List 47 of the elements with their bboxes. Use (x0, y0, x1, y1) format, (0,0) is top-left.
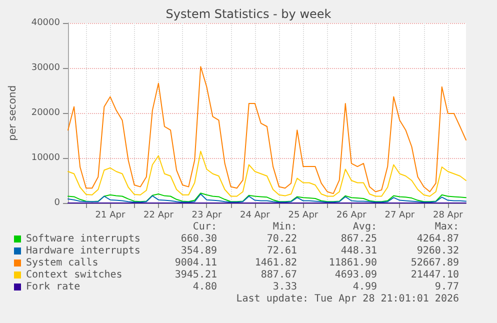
x-tick-label: 24 Apr (240, 210, 270, 220)
text: Last update: Tue Apr 28 21:01:01 2026 (236, 294, 460, 304)
y-tick-label: 0 (54, 198, 60, 208)
text: 52667.89 (410, 258, 460, 268)
y-tick-label: 20000 (31, 108, 60, 118)
text: 70.22 (266, 234, 298, 244)
text: 1461.82 (254, 258, 298, 268)
x-tick-label: 26 Apr (336, 210, 367, 220)
text: 4.99 (352, 282, 378, 292)
text: 448.31 (340, 246, 377, 256)
text: Cur: (192, 222, 217, 232)
y-axis-title: per second (8, 85, 18, 141)
legend-label: Hardware interrupts (26, 246, 140, 256)
x-tick-label: 25 Apr (288, 210, 318, 220)
legend-label: Software interrupts (26, 234, 140, 244)
text: 660.30 (180, 234, 217, 244)
chart-title: System Statistics - by week (166, 7, 332, 21)
text: Min: (272, 222, 297, 232)
x-tick-label: 28 Apr (432, 210, 464, 220)
text: 3.33 (272, 282, 298, 292)
x-tick-label: 27 Apr (384, 210, 415, 220)
text: 4693.09 (334, 270, 378, 280)
text: Max: (434, 222, 459, 232)
line-series (68, 66, 466, 194)
text: Avg: (352, 222, 377, 232)
text: 4264.87 (416, 234, 460, 244)
x-tick-label: 21 Apr (95, 210, 126, 220)
legend-label: System calls (26, 258, 98, 268)
text: 9.77 (434, 282, 460, 292)
x-tick-label: 22 Apr (144, 210, 174, 220)
text: 867.25 (340, 234, 377, 244)
text: 11861.90 (328, 258, 378, 268)
text: 3945.21 (174, 270, 218, 280)
text: 887.67 (260, 270, 297, 280)
legend-label: Fork rate (26, 282, 80, 292)
legend-label: Context switches (26, 270, 122, 280)
text: 21447.10 (410, 270, 460, 280)
text: 4.80 (192, 282, 218, 292)
text: 9004.11 (174, 258, 218, 268)
text: 72.61 (266, 246, 298, 256)
text: 9260.32 (416, 246, 460, 256)
y-tick-label: 30000 (31, 63, 60, 73)
line-series (68, 150, 466, 197)
y-tick-label: 40000 (31, 18, 60, 28)
y-tick-label: 10000 (31, 153, 60, 163)
text: 354.89 (180, 246, 217, 256)
x-tick-label: 23 Apr (192, 210, 222, 220)
